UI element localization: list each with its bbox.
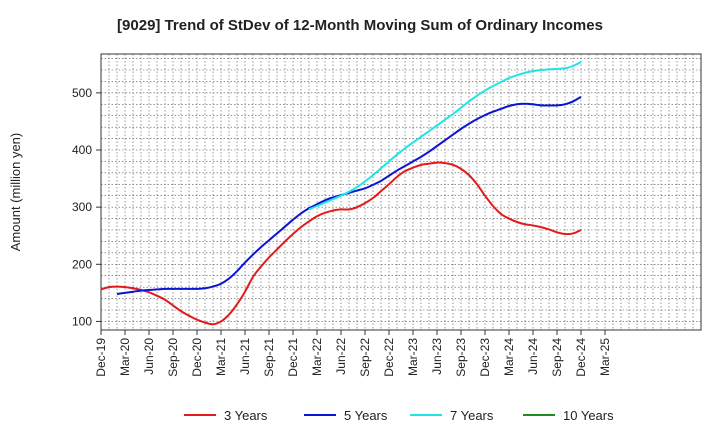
x-tick-label: Jun-24	[526, 338, 540, 375]
legend-label: 3 Years	[224, 408, 268, 423]
series-line-7-years	[308, 61, 582, 211]
plot-area: 100 200 300 400 500 Dec-19 Mar-20 Jun-20 Sep-20 D…	[72, 53, 702, 377]
legend: 3 Years 5 Years 7 Years 10 Years	[184, 408, 614, 423]
legend-label: 5 Years	[344, 408, 388, 423]
series-line-5-years	[116, 95, 582, 295]
x-tick-label: Mar-20	[118, 338, 132, 376]
y-tick-label: 100	[72, 314, 92, 328]
y-tick-label: 500	[72, 86, 92, 100]
chart-title: [9029] Trend of StDev of 12-Month Moving…	[117, 17, 603, 34]
y-tick-label: 300	[72, 200, 92, 214]
legend-label: 7 Years	[450, 408, 494, 423]
plot-frame	[100, 53, 702, 331]
y-tick-label: 400	[72, 143, 92, 157]
x-tick-label: Jun-20	[142, 338, 156, 375]
x-tick-label: Mar-21	[214, 338, 228, 376]
plot-background	[101, 54, 701, 330]
x-tick-label: Dec-19	[94, 338, 108, 377]
x-tick-label: Mar-25	[598, 338, 612, 376]
x-tick-label: Sep-20	[166, 338, 180, 377]
series-line-3-years	[101, 161, 582, 326]
x-tick-label: Mar-23	[406, 338, 420, 376]
legend-label: 10 Years	[563, 408, 614, 423]
x-tick-label: Dec-22	[382, 338, 396, 377]
x-tick-label: Jun-22	[334, 338, 348, 375]
y-tick-label: 200	[72, 257, 92, 271]
x-tick-label: Mar-24	[502, 338, 516, 376]
x-tick-label: Dec-21	[286, 338, 300, 377]
x-tick-label: Mar-22	[310, 338, 324, 376]
x-tick-label: Dec-23	[478, 338, 492, 377]
x-tick-label: Sep-21	[262, 338, 276, 377]
x-tick-label: Jun-21	[238, 338, 252, 375]
x-tick-label: Sep-23	[454, 338, 468, 377]
x-tick-label: Jun-23	[430, 338, 444, 375]
x-tick-label: Sep-24	[550, 338, 564, 377]
x-tick-label: Dec-24	[574, 338, 588, 377]
x-tick-label: Dec-20	[190, 338, 204, 377]
y-axis-label: Amount (million yen)	[8, 133, 23, 252]
x-tick-label: Sep-22	[358, 338, 372, 377]
